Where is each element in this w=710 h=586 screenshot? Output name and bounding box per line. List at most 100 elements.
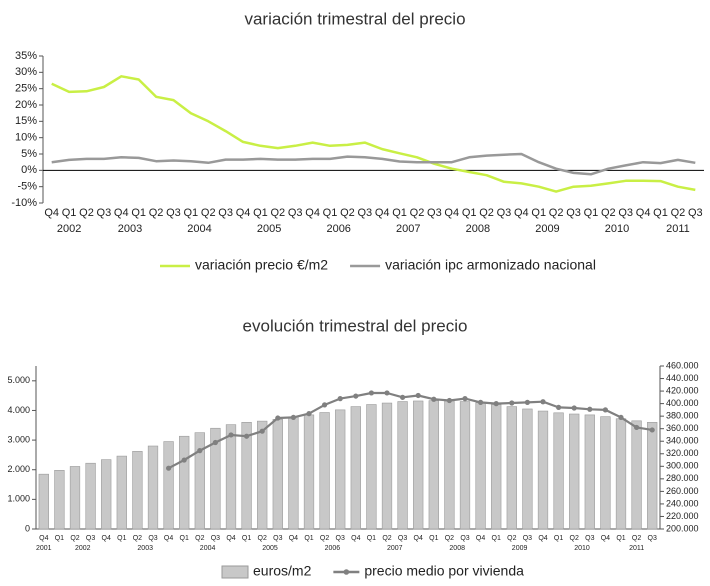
legend-swatch xyxy=(343,569,350,575)
bar xyxy=(350,406,361,530)
bar xyxy=(303,414,315,530)
x-tick-label: Q1 xyxy=(323,207,338,219)
bar xyxy=(38,473,49,530)
x-tick-label: Q1 xyxy=(429,535,438,542)
bar xyxy=(413,400,424,530)
y2-tick-label: 360.000 xyxy=(666,423,699,433)
y-tick-label: 5% xyxy=(21,148,37,160)
bar xyxy=(194,432,205,530)
x-tick-label: Q2 xyxy=(270,207,285,219)
y-tick-label: 20% xyxy=(15,99,37,111)
x-group-label: 2001 xyxy=(36,545,52,552)
marker xyxy=(556,404,562,410)
y2-tick-label: 420.000 xyxy=(666,385,699,395)
y-tick-label: 0% xyxy=(21,164,37,176)
marker xyxy=(290,414,296,421)
x-tick-label: Q2 xyxy=(195,535,204,542)
x-tick-label: Q2 xyxy=(445,535,454,542)
x-tick-label: Q4 xyxy=(375,207,390,219)
x-tick-label: Q3 xyxy=(357,207,372,219)
x-group-label: 2003 xyxy=(118,223,142,235)
x-tick-label: Q4 xyxy=(236,207,251,219)
legend-label: precio medio por vivienda xyxy=(364,563,524,579)
marker xyxy=(634,424,640,431)
y2-tick-label: 300.000 xyxy=(666,461,699,471)
marker xyxy=(400,394,406,400)
line xyxy=(51,75,696,193)
bar xyxy=(257,420,268,530)
x-group-label: 2005 xyxy=(262,545,278,552)
x-tick-label: Q1 xyxy=(242,535,251,542)
x-tick-label: Q3 xyxy=(427,207,442,219)
x-tick-label: Q4 xyxy=(164,535,173,542)
x-group-label: 2003 xyxy=(137,545,153,552)
x-group-label: 2005 xyxy=(257,223,281,235)
marker xyxy=(212,439,218,446)
bar xyxy=(69,466,81,530)
bar xyxy=(537,410,549,530)
x-tick-label: Q3 xyxy=(566,207,581,219)
y2-tick-label: 260.000 xyxy=(666,486,699,496)
bar xyxy=(397,401,408,530)
bar xyxy=(459,401,471,530)
x-tick-label: Q1 xyxy=(184,207,199,219)
x-group-label: 2002 xyxy=(57,223,81,235)
x-group-label: 2006 xyxy=(325,545,341,552)
x-tick-label: Q3 xyxy=(688,207,703,219)
bar xyxy=(272,419,283,530)
x-tick-label: Q1 xyxy=(616,535,625,542)
x-group-label: 2010 xyxy=(574,545,590,552)
x-group-label: 2004 xyxy=(200,545,216,552)
marker xyxy=(478,399,484,405)
bar xyxy=(475,402,486,530)
y-tick-label: 35% xyxy=(15,50,37,62)
line xyxy=(51,152,696,176)
x-group-label: 2011 xyxy=(629,545,644,552)
x-tick-label: Q3 xyxy=(97,207,112,219)
y-tick-label: 1.000 xyxy=(7,494,30,504)
marker xyxy=(166,465,172,471)
marker xyxy=(228,432,234,438)
marker xyxy=(618,414,624,421)
x-tick-label: Q3 xyxy=(288,207,303,219)
y2-tick-label: 340.000 xyxy=(666,436,699,446)
marker xyxy=(197,448,203,454)
x-tick-label: Q4 xyxy=(351,535,360,542)
marker xyxy=(384,390,390,396)
x-tick-label: Q1 xyxy=(554,535,563,542)
x-tick-label: Q1 xyxy=(117,535,126,542)
x-tick-label: Q1 xyxy=(653,207,668,219)
bar xyxy=(179,435,190,530)
x-tick-label: Q2 xyxy=(340,207,355,219)
bar xyxy=(600,416,611,530)
marker xyxy=(259,428,265,434)
bar xyxy=(428,400,439,530)
x-tick-label: Q2 xyxy=(133,535,142,542)
x-tick-label: Q3 xyxy=(148,535,157,542)
bar xyxy=(225,424,237,530)
marker xyxy=(602,407,609,413)
marker xyxy=(322,402,328,408)
x-tick-label: Q2 xyxy=(632,535,641,542)
x-tick-label: Q1 xyxy=(462,207,477,219)
bar xyxy=(569,413,580,530)
x-tick-label: Q3 xyxy=(398,535,407,542)
bar xyxy=(288,416,299,530)
x-tick-label: Q4 xyxy=(414,535,423,542)
x-tick-label: Q4 xyxy=(44,207,59,219)
x-group-label: 2004 xyxy=(187,223,211,235)
x-tick-label: Q1 xyxy=(492,535,501,542)
marker xyxy=(306,411,312,417)
y2-tick-label: 440.000 xyxy=(666,373,699,383)
x-tick-label: Q2 xyxy=(479,207,494,219)
y-tick-label: -5% xyxy=(17,181,37,193)
x-tick-label: Q3 xyxy=(523,535,532,542)
y2-tick-label: 380.000 xyxy=(666,411,699,421)
bar xyxy=(381,402,393,530)
marker xyxy=(524,399,531,405)
marker xyxy=(181,457,187,463)
x-tick-label: Q2 xyxy=(201,207,216,219)
marker xyxy=(493,401,499,407)
chart-title: evolución trimestral del precio xyxy=(243,316,468,335)
x-tick-label: Q2 xyxy=(549,207,564,219)
